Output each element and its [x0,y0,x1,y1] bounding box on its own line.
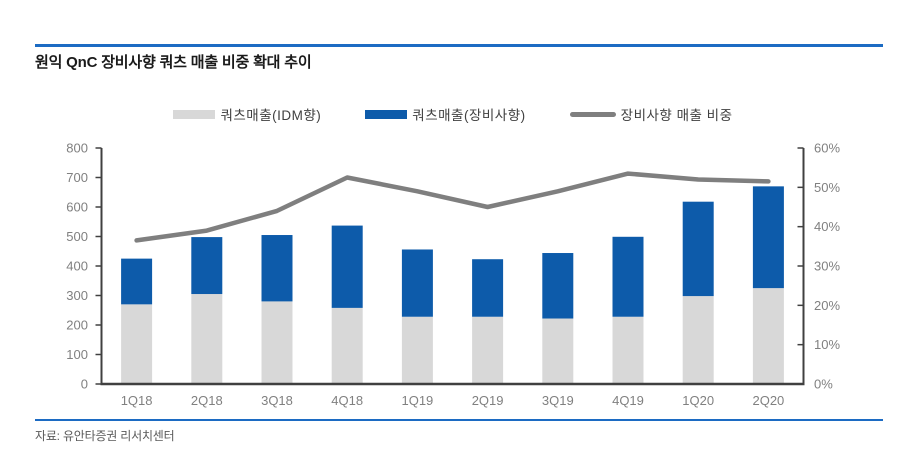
bar-segment-equipment [542,253,574,319]
legend-swatch-idm [173,109,216,119]
left-axis-label: 400 [66,259,88,274]
bar-segment-equipment [472,259,504,317]
x-axis-label: 2Q19 [472,393,504,408]
x-axis-label: 1Q19 [401,393,433,408]
left-axis-label: 500 [66,229,88,244]
bar-segment-idm [542,318,574,384]
left-axis-label: 800 [66,141,88,156]
left-axis-label: 600 [66,200,88,215]
legend-label-idm: 쿼츠매출(IDM향) [220,108,322,123]
bar-segment-idm [261,301,293,384]
bar-segment-idm [401,316,433,384]
chart-legend: 쿼츠매출(IDM향) 쿼츠매출(장비사향) 장비사향 매출 비중 [101,103,805,125]
footer-divider [35,419,883,421]
bar-segment-equipment [401,249,433,317]
right-axis-label: 40% [814,219,840,234]
x-axis-label: 3Q18 [261,393,293,408]
x-axis-label: 1Q18 [121,393,153,408]
legend-item-ratio: 장비사향 매출 비중 [569,104,733,124]
legend-swatch-ratio-line [569,111,616,117]
chart-title: 원익 QnC 장비사향 쿼츠 매출 비중 확대 추이 [35,54,312,71]
title-divider [35,44,883,47]
x-axis-label: 2Q18 [191,393,223,408]
legend-label-equipment: 쿼츠매출(장비사향) [412,108,526,123]
right-axis-label: 0% [814,377,833,392]
bar-segment-equipment [682,201,714,297]
legend-item-quartz-idm: 쿼츠매출(IDM향) [173,104,321,124]
bar-segment-idm [121,304,153,384]
right-axis-label: 30% [814,259,840,274]
x-axis-label: 1Q20 [682,393,714,408]
bar-segment-equipment [612,236,644,317]
legend-item-quartz-equipment: 쿼츠매출(장비사향) [365,104,525,124]
bar-segment-idm [331,307,363,384]
right-axis-label: 50% [814,180,840,195]
x-axis-label: 2Q20 [752,393,784,408]
bar-segment-equipment [121,258,153,305]
bar-segment-idm [191,294,223,384]
legend-swatch-equipment [365,109,408,119]
bar-segment-equipment [331,225,363,308]
x-axis-label: 4Q18 [331,393,363,408]
bar-segment-idm [682,296,714,384]
x-axis-label: 4Q19 [612,393,644,408]
source-note: 자료: 유안타증권 리서치센터 [35,429,175,443]
bar-segment-equipment [191,237,223,295]
chart-canvas: 0 100 200 300 400 500 600 700 800 0% 10% 20% 30% 40% 5… [66,141,840,409]
left-axis-label: 100 [66,347,88,362]
right-axis-label: 10% [814,337,840,352]
bar-segment-equipment [752,186,784,289]
bar-segment-equipment [261,235,293,302]
left-axis-label: 200 [66,318,88,333]
bar-segment-idm [612,316,644,384]
bar-segment-idm [472,316,504,384]
left-axis-label: 0 [81,377,88,392]
left-axis-label: 700 [66,170,88,185]
ratio-line [134,171,771,243]
left-axis-label: 300 [66,288,88,303]
right-axis-label: 60% [814,141,840,156]
x-axis-label: 3Q19 [542,393,574,408]
legend-label-ratio: 장비사향 매출 비중 [620,108,733,123]
bar-segment-idm [752,288,784,384]
right-axis-label: 20% [814,298,840,313]
